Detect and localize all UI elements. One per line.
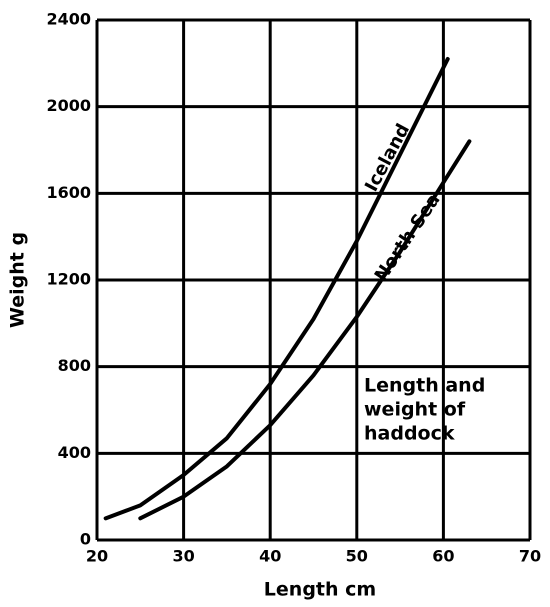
y-axis-title: Weight g [7,232,29,328]
x-tick-label: 70 [519,547,541,566]
annotation: weight of [364,399,466,421]
series-label: Iceland [361,120,414,195]
y-tick-label: 400 [58,443,91,462]
series-label: North Sea [371,190,445,286]
line-series [103,57,450,521]
y-tick-label: 1200 [46,270,91,289]
annotation: haddock [364,423,455,445]
y-tick-label: 2000 [46,96,91,115]
x-tick-label: 30 [172,547,194,566]
y-tick-label: 1600 [46,183,91,202]
x-tick-label: 40 [259,547,281,566]
y-tick-label: 800 [58,356,91,375]
y-tick-label: 2400 [46,10,91,29]
line-series [138,139,472,521]
annotation: Length and [364,375,485,397]
y-tick-label: 0 [80,530,91,549]
x-tick-label: 60 [432,547,454,566]
x-tick-label: 50 [346,547,368,566]
x-axis-title: Length cm [264,579,376,601]
x-tick-label: 20 [86,547,108,566]
